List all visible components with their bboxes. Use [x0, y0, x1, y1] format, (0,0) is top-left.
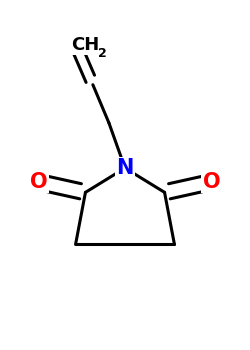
Text: O: O [203, 172, 220, 192]
Text: N: N [116, 158, 134, 178]
Text: O: O [30, 172, 47, 192]
Text: CH: CH [71, 36, 100, 54]
Text: 2: 2 [98, 47, 107, 60]
